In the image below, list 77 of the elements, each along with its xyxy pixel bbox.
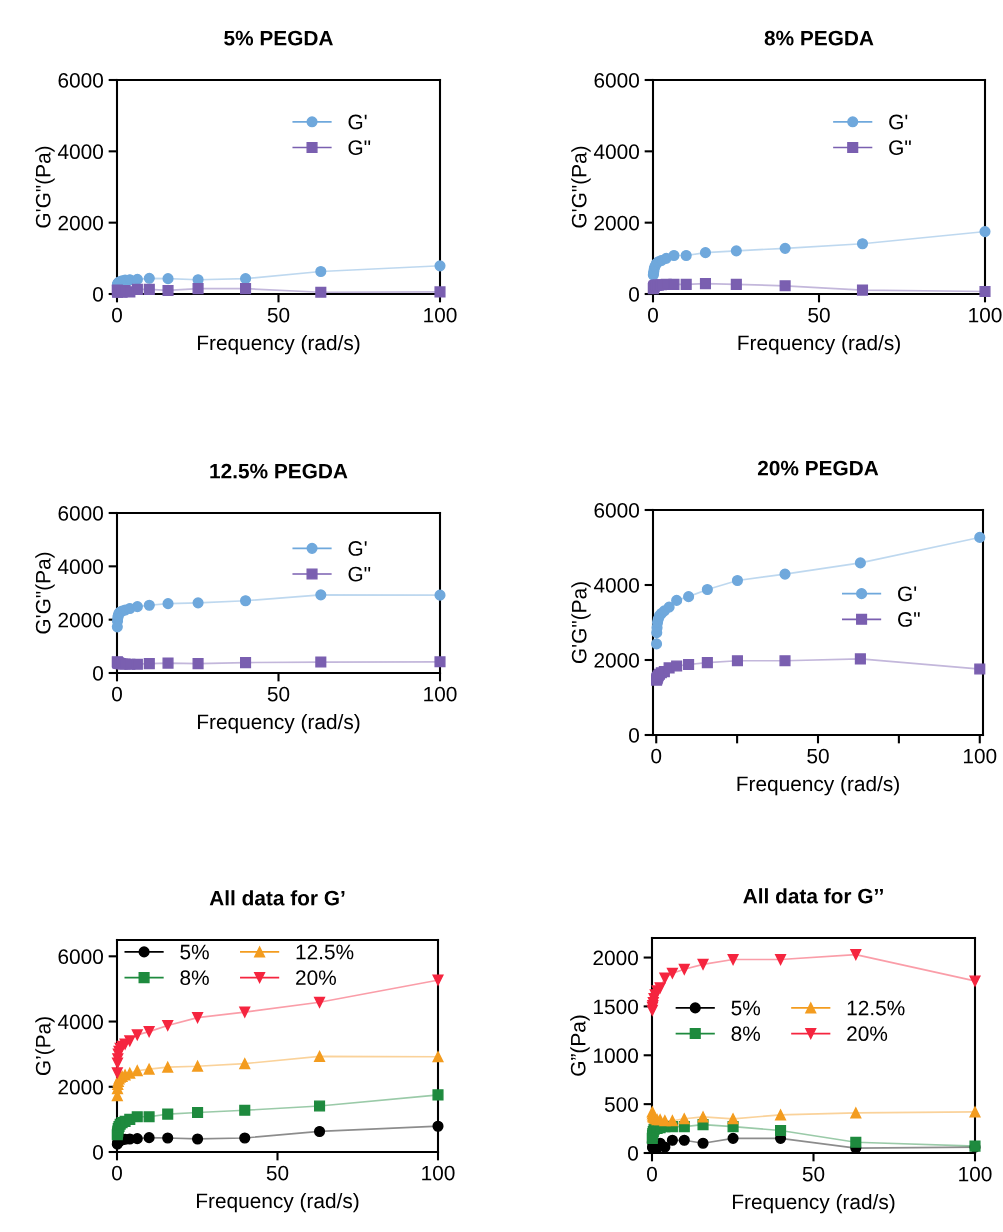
legend-label: G' [898, 586, 917, 602]
y-tick-label: 0 [93, 287, 103, 302]
x-tick-label: 0 [112, 1165, 122, 1181]
x-tick-label: 100 [424, 686, 457, 702]
x-axis-title: Frequency (rad/s) [197, 1192, 359, 1213]
legend-label: G" [348, 140, 371, 155]
legend-label: 5% [731, 1000, 761, 1016]
x-tick-label: 100 [963, 748, 997, 764]
legend-label: G" [348, 566, 371, 582]
y-tick-label: 2000 [58, 215, 103, 231]
y-tick-label: 2000 [593, 950, 638, 966]
y-tick-label: 1500 [594, 999, 638, 1015]
x-axis-title: Frequency (rad/s) [198, 334, 360, 355]
x-tick-label: 0 [651, 748, 662, 764]
legend-label: 12.5% [847, 1000, 905, 1016]
chart-title: All data for G’’ [743, 888, 883, 904]
x-tick-label: 50 [808, 307, 830, 323]
legend-label: G" [898, 612, 920, 627]
y-axis-title: G'G"(Pa) [35, 552, 55, 634]
x-tick-label: 50 [266, 1165, 289, 1181]
y-tick-label: 0 [628, 1146, 638, 1161]
y-axis-title: G'G"(Pa) [571, 582, 591, 664]
y-tick-label: 1000 [594, 1048, 638, 1064]
y-tick-label: 6000 [58, 949, 103, 965]
y-tick-label: 0 [93, 666, 103, 681]
y-tick-label: 6000 [594, 503, 639, 518]
chart-title: All data for G’ [209, 890, 345, 906]
y-axis-title: G’(Pa) [35, 1017, 55, 1076]
y-tick-label: 2000 [594, 215, 639, 231]
legend-label: G' [348, 541, 367, 556]
legend-label: 20% [296, 970, 336, 986]
x-tick-label: 100 [959, 1166, 992, 1182]
x-axis-title: Frequency (rad/s) [737, 775, 899, 796]
y-tick-label: 0 [629, 728, 639, 743]
y-tick-label: 4000 [57, 1014, 103, 1030]
x-tick-label: 0 [112, 686, 122, 702]
y-axis-title: G'G"(Pa) [571, 146, 591, 228]
x-tick-label: 50 [267, 307, 290, 323]
x-tick-label: 100 [424, 307, 457, 323]
chart-title: 12.5% PEGDA [210, 463, 348, 479]
legend-label: G' [348, 114, 367, 130]
y-tick-label: 0 [93, 1145, 103, 1160]
chart-title: 5% PEGDA [224, 30, 333, 46]
x-axis-title: Frequency (rad/s) [198, 713, 360, 734]
legend-label: G" [889, 140, 911, 155]
y-tick-label: 4000 [593, 578, 639, 593]
x-tick-label: 100 [422, 1165, 455, 1181]
x-tick-label: 0 [112, 307, 122, 323]
x-axis-title: Frequency (rad/s) [733, 1193, 895, 1214]
x-tick-label: 50 [802, 1166, 825, 1182]
legend-label: 8% [180, 970, 209, 986]
y-axis-title: G'G"(Pa) [35, 146, 55, 228]
y-tick-label: 2000 [58, 612, 103, 628]
x-tick-label: 0 [647, 1166, 657, 1182]
legend-label: 5% [180, 944, 209, 960]
y-tick-label: 2000 [594, 653, 639, 668]
y-tick-label: 4000 [57, 559, 103, 575]
chart-title: 8% PEGDA [764, 30, 874, 46]
chart-title: 20% PEGDA [757, 460, 879, 476]
y-tick-label: 4000 [57, 144, 103, 160]
y-tick-label: 2000 [58, 1079, 103, 1095]
legend-label: 20% [847, 1026, 888, 1042]
x-tick-label: 50 [267, 686, 290, 702]
y-axis-title: G”(Pa) [570, 1015, 590, 1076]
legend-label: 12.5% [296, 944, 354, 960]
y-tick-label: 0 [629, 287, 639, 302]
y-tick-label: 4000 [593, 144, 639, 160]
legend-label: 8% [731, 1026, 761, 1042]
x-tick-label: 100 [969, 307, 1002, 323]
y-tick-label: 6000 [594, 73, 639, 88]
y-tick-label: 500 [604, 1097, 638, 1112]
legend-label: G' [889, 114, 908, 130]
y-tick-label: 6000 [58, 73, 103, 88]
y-tick-label: 6000 [58, 506, 103, 521]
x-tick-label: 0 [648, 307, 658, 323]
x-tick-label: 50 [807, 748, 829, 764]
x-axis-title: Frequency (rad/s) [738, 334, 900, 355]
